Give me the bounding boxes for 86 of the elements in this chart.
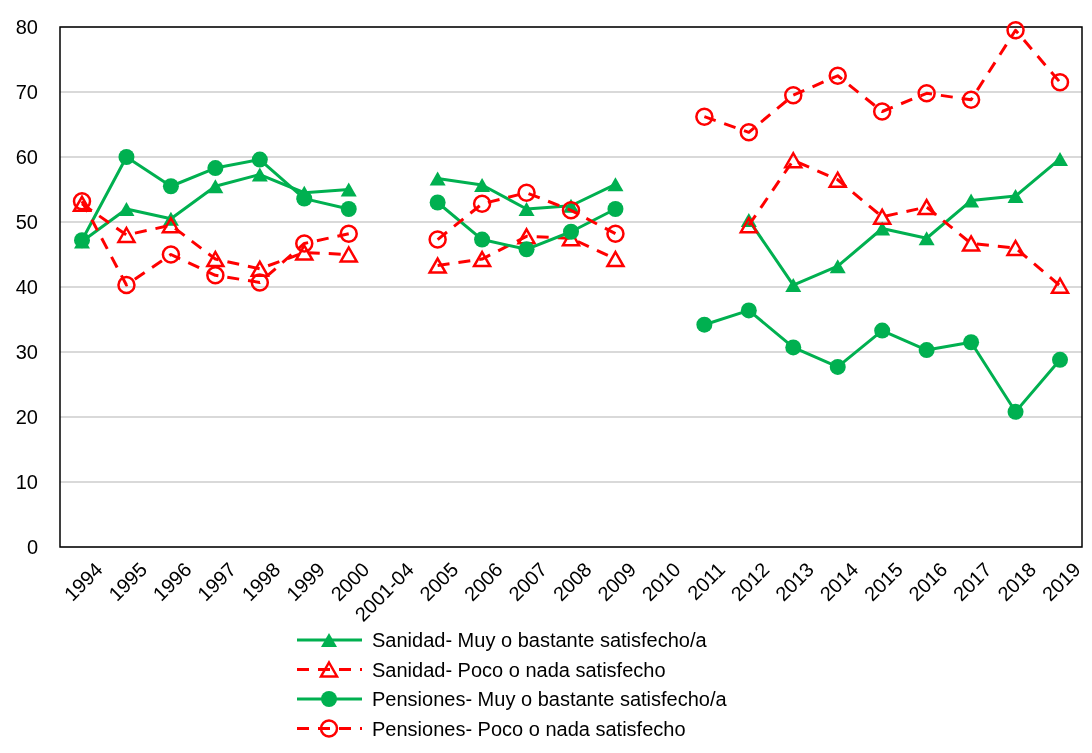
- point: [339, 224, 358, 243]
- point: [1006, 239, 1025, 257]
- point: [429, 194, 446, 211]
- point: [429, 171, 446, 186]
- point: [1006, 21, 1025, 40]
- point: [472, 194, 492, 214]
- point: [161, 245, 181, 264]
- point: [785, 278, 802, 293]
- point: [785, 339, 802, 356]
- y-tick-label: 70: [15, 81, 38, 103]
- point: [117, 226, 136, 244]
- point: [961, 235, 981, 252]
- y-tick-label: 10: [15, 471, 38, 493]
- legend-label: Sanidad- Poco o nada satisfecho: [372, 658, 666, 681]
- point: [251, 151, 268, 168]
- point: [207, 160, 224, 177]
- point: [607, 177, 624, 192]
- point: [829, 358, 846, 375]
- point: [207, 179, 224, 194]
- y-tick-label: 20: [15, 406, 38, 428]
- point: [1050, 277, 1070, 294]
- point: [340, 201, 357, 217]
- y-tick-label: 30: [15, 341, 38, 363]
- point: [606, 224, 625, 243]
- point: [295, 244, 314, 261]
- point: [1007, 403, 1024, 420]
- point: [963, 334, 980, 351]
- point: [162, 178, 179, 195]
- point: [874, 322, 891, 339]
- point: [118, 202, 135, 216]
- point: [784, 152, 803, 169]
- point: [872, 102, 892, 121]
- point: [961, 90, 981, 110]
- point: [784, 86, 803, 105]
- point: [517, 183, 536, 202]
- point: [428, 230, 447, 249]
- point: [740, 302, 757, 319]
- point: [918, 342, 935, 359]
- point: [828, 66, 847, 85]
- point: [561, 201, 581, 220]
- point: [739, 123, 759, 142]
- legend-label: Pensiones- Poco o nada satisfecho: [372, 717, 686, 740]
- point: [828, 171, 847, 188]
- y-tick-label: 0: [26, 536, 38, 558]
- point: [739, 217, 759, 234]
- point: [607, 201, 624, 217]
- point: [518, 241, 535, 258]
- point: [474, 231, 491, 248]
- point: [251, 167, 268, 182]
- point: [829, 259, 846, 274]
- point: [117, 275, 136, 295]
- point: [1052, 151, 1068, 166]
- y-tick-label: 60: [15, 146, 38, 168]
- y-tick-label: 50: [15, 211, 38, 233]
- point: [696, 316, 713, 333]
- legend-label: Pensiones- Muy o bastante satisfecho/a: [372, 688, 728, 710]
- point: [295, 234, 314, 253]
- y-tick-label: 80: [15, 16, 38, 38]
- point: [518, 202, 535, 216]
- point: [118, 149, 135, 165]
- point: [340, 182, 357, 197]
- point: [917, 198, 936, 216]
- point: [563, 223, 579, 240]
- point: [250, 260, 270, 278]
- point: [472, 250, 492, 268]
- point: [517, 228, 536, 245]
- point: [339, 246, 358, 263]
- point: [695, 107, 714, 126]
- point: [963, 193, 980, 208]
- y-tick-label: 40: [15, 276, 38, 298]
- point: [474, 177, 491, 192]
- point: [606, 250, 625, 268]
- point: [428, 257, 447, 274]
- point: [250, 273, 270, 292]
- point: [206, 266, 225, 285]
- point: [296, 190, 313, 207]
- point: [872, 208, 892, 226]
- point: [1052, 351, 1068, 368]
- point: [1007, 189, 1024, 203]
- point: [161, 217, 181, 234]
- point: [1050, 73, 1070, 92]
- legend-label: Sanidad- Muy o bastante satisfecho/a: [372, 629, 708, 651]
- point: [206, 250, 225, 268]
- point: [917, 84, 936, 103]
- point: [874, 221, 891, 236]
- point: [918, 231, 935, 246]
